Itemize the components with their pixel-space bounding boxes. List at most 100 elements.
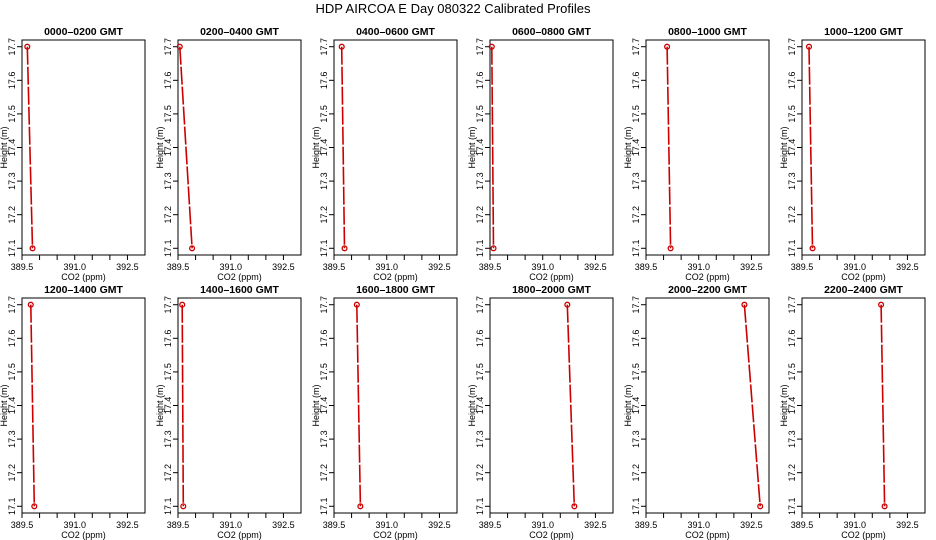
- x-axis-label: CO2 (ppm): [61, 530, 106, 540]
- y-tick-label: 17.5: [631, 363, 641, 381]
- data-point: [180, 503, 187, 510]
- y-tick-label: 17.2: [7, 206, 17, 224]
- chart-panel: 0000–0200 GMT 389.5 391.0 392.5 17.1 17.2 17.3…: [0, 26, 146, 282]
- panel-title: 0000–0200 GMT: [44, 26, 123, 38]
- data-point: [881, 503, 888, 510]
- panel-title: 1000–1200 GMT: [824, 26, 903, 38]
- y-tick-label: 17.2: [475, 464, 485, 482]
- y-tick-label: 17.4: [631, 139, 641, 157]
- profile-line: [30, 304, 36, 507]
- x-tick-label: 389.5: [791, 262, 814, 272]
- y-tick-label: 17.1: [787, 498, 797, 516]
- y-tick-label: 17.3: [475, 172, 485, 190]
- chart-panel: 1800–2000 GMT 389.5 391.0 392.5 17.1 17.2 17.3…: [467, 284, 614, 540]
- profile-line: [743, 304, 761, 507]
- x-tick-label: 391.0: [531, 262, 554, 272]
- plot-frame: [645, 297, 770, 514]
- chart-panel: 1200–1400 GMT 389.5 391.0 392.5 17.1 17.2 17.3…: [0, 284, 146, 540]
- y-tick-label: 17.7: [163, 296, 173, 314]
- x-axis-label: CO2 (ppm): [373, 272, 418, 282]
- y-axis-label: Height (m): [779, 384, 789, 426]
- data-point: [878, 301, 885, 308]
- x-tick-label: 389.5: [167, 520, 190, 530]
- y-tick-label: 17.5: [7, 105, 17, 123]
- plot-frame: [333, 297, 458, 514]
- x-axis-label: CO2 (ppm): [841, 530, 886, 540]
- x-tick-label: 391.0: [63, 520, 86, 530]
- y-tick-label: 17.6: [475, 330, 485, 348]
- y-tick-label: 17.6: [319, 330, 329, 348]
- x-axis-label: CO2 (ppm): [217, 530, 262, 540]
- y-tick-label: 17.6: [7, 72, 17, 90]
- y-tick-label: 17.1: [7, 498, 17, 516]
- y-tick-label: 17.6: [787, 72, 797, 90]
- y-tick-label: 17.5: [319, 363, 329, 381]
- y-tick-label: 17.1: [319, 240, 329, 258]
- plot-frame: [645, 39, 770, 256]
- x-tick-label: 392.5: [116, 262, 139, 272]
- y-tick-label: 17.3: [631, 430, 641, 448]
- x-tick-label: 392.5: [116, 520, 139, 530]
- profile-line: [356, 304, 362, 507]
- y-tick-label: 17.3: [475, 430, 485, 448]
- y-tick-label: 17.2: [787, 206, 797, 224]
- y-axis-label: Height (m): [623, 126, 633, 168]
- y-tick-label: 17.4: [787, 397, 797, 415]
- y-tick-label: 17.2: [631, 464, 641, 482]
- figure-title: HDP AIRCOA E Day 080322 Calibrated Profi…: [315, 1, 591, 16]
- x-tick-label: 392.5: [428, 262, 451, 272]
- x-axis-label: CO2 (ppm): [61, 272, 106, 282]
- y-tick-label: 17.7: [475, 296, 485, 314]
- panel-title: 2200–2400 GMT: [824, 284, 903, 296]
- x-tick-label: 389.5: [479, 262, 502, 272]
- panel-title: 0200–0400 GMT: [200, 26, 279, 38]
- y-tick-label: 17.7: [163, 38, 173, 56]
- plot-frame: [489, 297, 614, 514]
- data-point: [757, 503, 764, 510]
- y-tick-label: 17.7: [631, 38, 641, 56]
- x-axis-label: CO2 (ppm): [529, 272, 574, 282]
- y-tick-label: 17.6: [475, 72, 485, 90]
- x-axis-label: CO2 (ppm): [685, 530, 730, 540]
- y-tick-label: 17.1: [163, 240, 173, 258]
- chart-panel: 2200–2400 GMT 389.5 391.0 392.5 17.1 17.2 17.3…: [779, 284, 926, 540]
- y-tick-label: 17.4: [7, 397, 17, 415]
- y-tick-label: 17.1: [787, 240, 797, 258]
- x-axis-label: CO2 (ppm): [373, 530, 418, 540]
- x-tick-label: 392.5: [896, 520, 919, 530]
- chart-panel: 1000–1200 GMT 389.5 391.0 392.5 17.1 17.2 17.3…: [779, 26, 926, 282]
- y-tick-label: 17.3: [163, 430, 173, 448]
- y-tick-label: 17.2: [475, 206, 485, 224]
- y-tick-label: 17.4: [631, 397, 641, 415]
- chart-panel: 0200–0400 GMT 389.5 391.0 392.5 17.1 17.2 17.3…: [155, 26, 302, 282]
- profile-line: [491, 46, 495, 249]
- y-tick-label: 17.3: [319, 172, 329, 190]
- y-tick-label: 17.1: [163, 498, 173, 516]
- y-tick-label: 17.6: [631, 330, 641, 348]
- x-tick-label: 392.5: [896, 262, 919, 272]
- data-point: [490, 245, 497, 252]
- y-tick-label: 17.5: [631, 105, 641, 123]
- y-tick-label: 17.5: [163, 105, 173, 123]
- y-axis-label: Height (m): [623, 384, 633, 426]
- y-tick-label: 17.3: [7, 172, 17, 190]
- chart-panels: 0000–0200 GMT 389.5 391.0 392.5 17.1 17.2 17.3…: [0, 26, 926, 540]
- y-tick-label: 17.7: [319, 296, 329, 314]
- x-tick-label: 391.0: [375, 262, 398, 272]
- chart-panel: 1400–1600 GMT 389.5 391.0 392.5 17.1 17.2 17.3…: [155, 284, 302, 540]
- y-tick-label: 17.7: [787, 296, 797, 314]
- chart-panel: 2000–2200 GMT 389.5 391.0 392.5 17.1 17.2 17.3…: [623, 284, 770, 540]
- x-tick-label: 391.0: [375, 520, 398, 530]
- y-tick-label: 17.4: [163, 139, 173, 157]
- plot-frame: [489, 39, 614, 256]
- x-tick-label: 391.0: [687, 520, 710, 530]
- y-tick-label: 17.4: [475, 397, 485, 415]
- panel-title: 0600–0800 GMT: [512, 26, 591, 38]
- x-tick-label: 391.0: [531, 520, 554, 530]
- x-axis-label: CO2 (ppm): [529, 530, 574, 540]
- y-axis-label: Height (m): [467, 384, 477, 426]
- y-tick-label: 17.3: [787, 430, 797, 448]
- x-axis-label: CO2 (ppm): [685, 272, 730, 282]
- x-tick-label: 389.5: [635, 520, 658, 530]
